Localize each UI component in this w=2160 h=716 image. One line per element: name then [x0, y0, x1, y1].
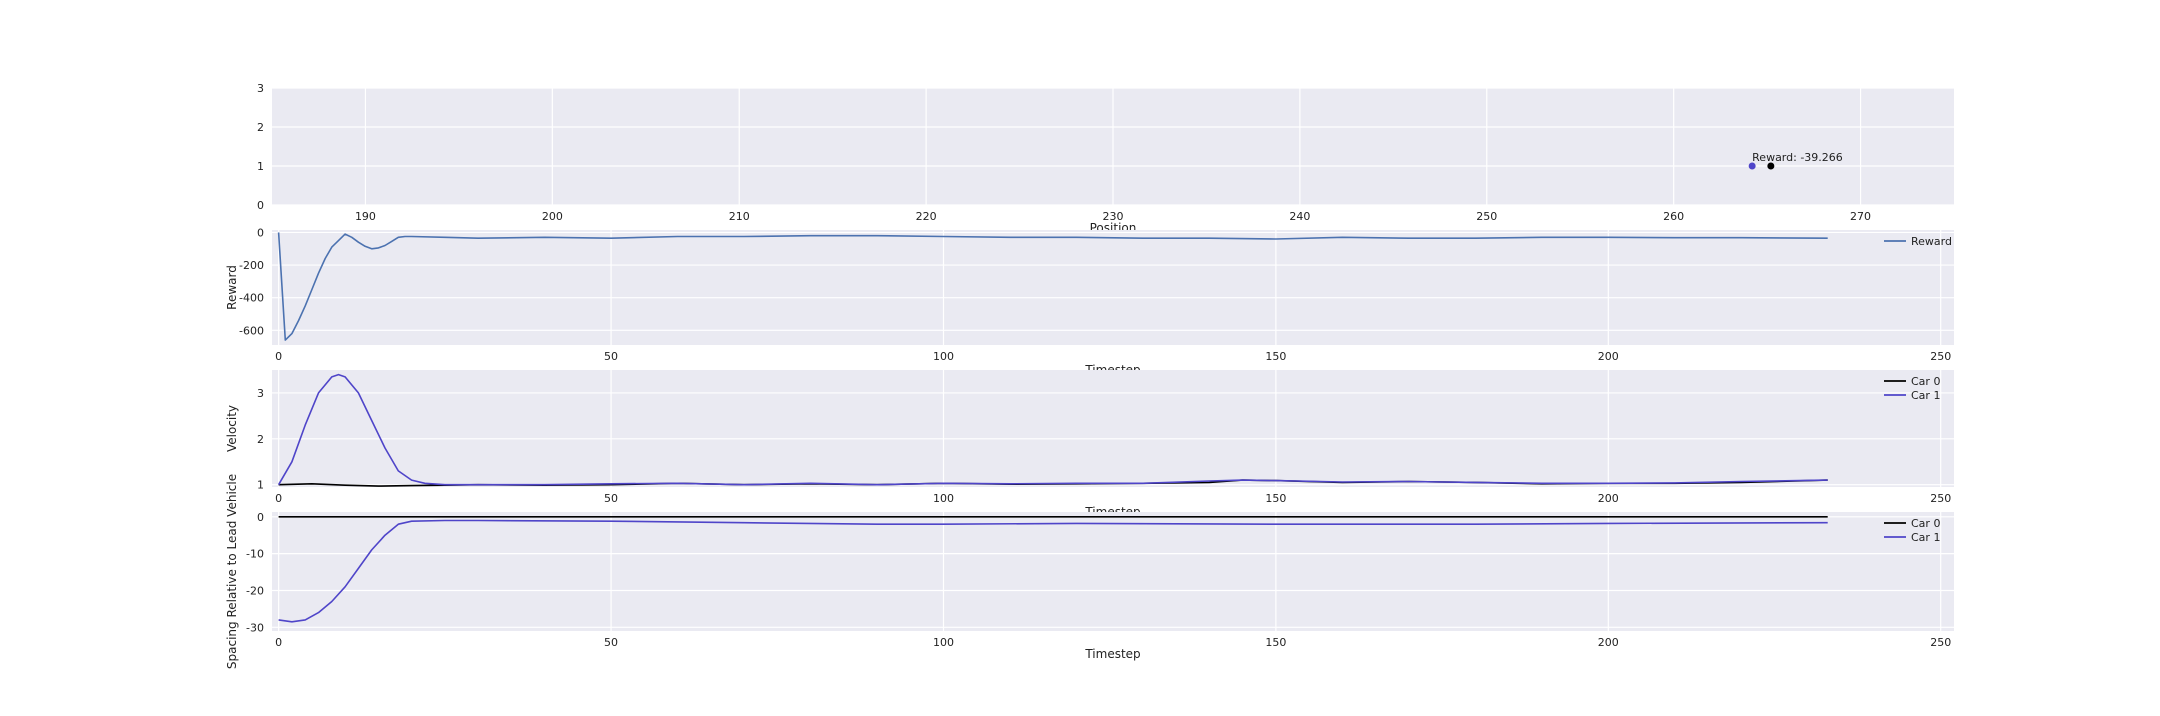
x-tick-label: 220: [916, 210, 937, 223]
plot-background: [272, 512, 1954, 631]
x-tick-label: 150: [1265, 492, 1286, 505]
y-tick-label: 2: [257, 121, 264, 134]
x-tick-label: 200: [1598, 492, 1619, 505]
x-tick-label: 240: [1289, 210, 1310, 223]
x-tick-label: 0: [275, 350, 282, 363]
x-tick-label: 250: [1476, 210, 1497, 223]
y-tick-label: 0: [257, 226, 264, 239]
y-tick-label: -10: [246, 548, 264, 561]
y-tick-label: -20: [246, 584, 264, 597]
y-tick-label: 2: [257, 433, 264, 446]
panel-0: 190 200 210 220 230 240 250 260 270 0 1 2 3 Reward: -…: [257, 82, 1954, 223]
x-tick-label: 50: [604, 350, 618, 363]
panel-1: 0 50 100 150 200 250 0 -200 -400 -600 Reward Reward: [225, 226, 1954, 363]
y-tick-label: 0: [257, 511, 264, 524]
x-tick-label: 50: [604, 492, 618, 505]
x-tick-label: 210: [729, 210, 750, 223]
x-tick-label: 200: [542, 210, 563, 223]
y-tick-label: -600: [239, 324, 264, 337]
x-tick-label: 100: [933, 350, 954, 363]
reward-annotation: Reward: -39.266: [1752, 151, 1843, 164]
y-tick-label: 0: [257, 199, 264, 212]
x-axis-label: Timestep: [1084, 647, 1140, 661]
x-tick-label: 260: [1663, 210, 1684, 223]
x-tick-label: 250: [1930, 350, 1951, 363]
x-tick-label: 150: [1265, 636, 1286, 649]
legend-label: Reward: [1911, 235, 1952, 248]
x-tick-label: 270: [1850, 210, 1871, 223]
y-tick-label: -400: [239, 292, 264, 305]
y-tick-label: 3: [257, 387, 264, 400]
legend: Reward: [1884, 235, 1952, 248]
y-axis-label: Velocity: [225, 405, 239, 452]
legend-label: Car 0: [1911, 375, 1940, 388]
x-tick-label: 0: [275, 492, 282, 505]
series-line-reward: [277, 232, 1828, 341]
y-tick-label: 1: [257, 479, 264, 492]
y-axis-label: Spacing Relative to Lead Vehicle: [225, 474, 239, 669]
x-tick-label: 100: [933, 492, 954, 505]
y-tick-label: -200: [239, 259, 264, 272]
x-tick-label: 0: [275, 636, 282, 649]
x-tick-label: 200: [1598, 636, 1619, 649]
x-tick-label: 250: [1930, 636, 1951, 649]
y-axis-label: Reward: [225, 265, 239, 310]
x-tick-label: 100: [933, 636, 954, 649]
series-line-car-1: [277, 373, 1828, 486]
y-tick-label: -30: [246, 621, 264, 634]
x-tick-label: 50: [604, 636, 618, 649]
y-tick-label: 3: [257, 82, 264, 95]
legend-label: Car 1: [1911, 531, 1940, 544]
x-tick-label: 190: [355, 210, 376, 223]
x-tick-label: 200: [1598, 350, 1619, 363]
plot-background: [272, 230, 1954, 345]
x-tick-label: 250: [1930, 492, 1951, 505]
legend-label: Car 0: [1911, 517, 1940, 530]
series-line-car-1: [278, 519, 1828, 623]
plot-background: [272, 370, 1954, 487]
data-point: [1748, 162, 1756, 170]
x-tick-label: 150: [1265, 350, 1286, 363]
x-tick-label: 230: [1103, 210, 1124, 223]
legend-label: Car 1: [1911, 389, 1940, 402]
data-point: [1767, 162, 1775, 170]
y-tick-label: 1: [257, 160, 264, 173]
